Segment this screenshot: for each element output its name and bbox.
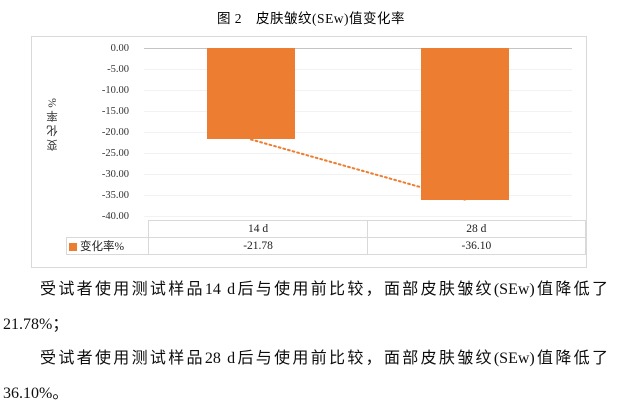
legend-swatch-icon bbox=[69, 242, 77, 251]
value-cell: -21.78 bbox=[148, 237, 368, 255]
y-tick-label: -25.00 bbox=[101, 147, 129, 159]
chart-box: 变化率% 14 d 28 d 变化率% -21.78 -36.10 0.00 -5.00 -… bbox=[31, 36, 587, 268]
y-tick-label: -40.00 bbox=[101, 210, 129, 222]
y-tick-label: 0.00 bbox=[110, 42, 129, 54]
y-gridline bbox=[144, 69, 572, 70]
table-corner-cell bbox=[67, 221, 149, 238]
paragraph-2-line-2: 36.10%。 bbox=[3, 384, 69, 402]
bar-28d bbox=[421, 48, 509, 200]
chart-data-table: 14 d 28 d 变化率% -21.78 -36.10 bbox=[65, 220, 587, 255]
y-gridline bbox=[144, 132, 572, 133]
y-tick-label: -35.00 bbox=[101, 189, 129, 201]
zero-gridline bbox=[144, 48, 572, 49]
y-gridline bbox=[144, 174, 572, 175]
paragraph-1-line-2: 21.78%； bbox=[3, 315, 69, 333]
paragraph-2-line-1: 受试者使用测试样品28 d后与使用前比较，面部皮肤皱纹(SEw)值降低了 bbox=[40, 350, 608, 367]
y-gridline bbox=[144, 153, 572, 154]
category-header-cell: 28 d bbox=[366, 220, 587, 238]
legend-label: 变化率% bbox=[80, 241, 125, 253]
trendline-svg bbox=[250, 138, 466, 201]
y-tick-label: -30.00 bbox=[101, 168, 129, 180]
chart-title: 图 2 皮肤皱纹(SEw)值变化率 bbox=[216, 11, 406, 26]
y-gridline bbox=[144, 111, 572, 112]
y-gridline bbox=[144, 90, 572, 91]
category-header-cell: 14 d bbox=[148, 220, 368, 238]
y-tick-label: -15.00 bbox=[101, 105, 129, 117]
paragraph-1-line-1: 受试者使用测试样品14 d后与使用前比较，面部皮肤皱纹(SEw)值降低了 bbox=[40, 281, 608, 298]
body-text: 受试者使用测试样品14 d后与使用前比较，面部皮肤皱纹(SEw)值降低了 21.… bbox=[3, 273, 608, 406]
trendline bbox=[250, 138, 466, 201]
y-tick-label: -5.00 bbox=[107, 63, 129, 75]
y-tick-label: -10.00 bbox=[101, 84, 129, 96]
y-gridline bbox=[144, 195, 572, 196]
bar-14d bbox=[207, 48, 295, 140]
y-gridline bbox=[144, 216, 572, 217]
y-axis-title: 变化率% bbox=[47, 95, 59, 152]
y-tick-label: -20.00 bbox=[101, 126, 129, 138]
legend-cell: 变化率% bbox=[65, 237, 150, 255]
value-cell: -36.10 bbox=[366, 237, 587, 255]
